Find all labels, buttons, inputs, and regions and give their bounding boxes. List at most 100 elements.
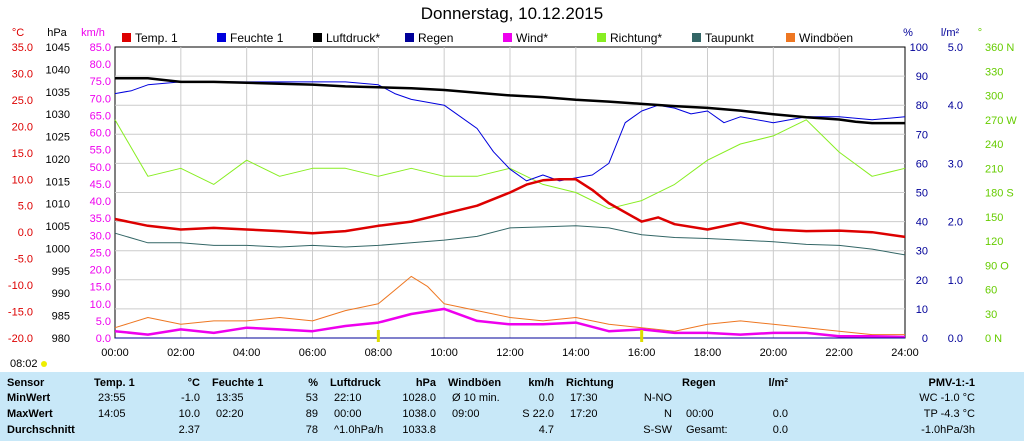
table-cell-time: 17:20 <box>570 408 598 420</box>
temp-tick-label: 25.0 <box>12 95 33 107</box>
table-cell-time: 17:30 <box>570 392 598 404</box>
table-cell-value: 78 <box>305 424 318 436</box>
legend-swatch <box>786 33 795 43</box>
table-group-unit: l/m² <box>768 377 788 389</box>
temp-tick-label: -5.0 <box>14 254 33 266</box>
table-cell-value: 53 <box>305 392 318 404</box>
table-cell-value: 89 <box>305 408 318 420</box>
wind-tick-label: 5.0 <box>96 316 111 328</box>
weather-chart: 00:00 02:00 04:00 06:00 08:00 10:00 12:00 14:00… <box>8 27 1017 370</box>
legend-swatch <box>313 33 322 43</box>
table-cell-time: 22:10 <box>334 392 362 404</box>
x-tick-label: 08:00 <box>365 347 393 359</box>
table-cell-value: -1.0 <box>181 392 200 404</box>
x-tick-label: 04:00 <box>233 347 261 359</box>
legend-item: Wind* <box>503 30 548 45</box>
legend-label: Windböen <box>799 30 854 45</box>
pmv-header: PMV-1:-1 <box>928 377 975 389</box>
humidity-tick-label: 50 <box>916 188 928 200</box>
table-cell-value: N <box>664 408 672 420</box>
wind-tick-label: 0.0 <box>96 333 111 345</box>
series-line-wind <box>114 307 906 339</box>
series-line-luftdruck <box>115 77 905 125</box>
series-line-taupunkt <box>114 225 906 256</box>
temp-tick-label: 35.0 <box>12 42 33 54</box>
table-cell-time: 14:05 <box>98 408 126 420</box>
pressure-tick-label: 980 <box>52 333 70 345</box>
table-header-sensor: Sensor <box>7 377 45 389</box>
direction-tick-label: 210 <box>985 163 1003 175</box>
legend-label: Wind* <box>516 30 549 45</box>
table-cell-time: 00:00 <box>334 408 362 420</box>
table-group-name: Richtung <box>566 377 614 389</box>
rain-tick-label: 4.0 <box>948 100 963 112</box>
wind-axis-unit: km/h <box>81 27 105 39</box>
current-time-label: 08:02 <box>10 358 38 370</box>
temp-tick-label: -15.0 <box>8 307 33 319</box>
legend-label: Taupunkt <box>705 30 754 45</box>
humidity-tick-label: 90 <box>916 71 928 83</box>
series-line-windböen <box>114 275 905 336</box>
pressure-tick-label: 1030 <box>46 109 70 121</box>
humidity-tick-label: 60 <box>916 158 928 170</box>
sun-icon <box>41 361 47 367</box>
table-cell-value: 1038.0 <box>402 408 436 420</box>
temp-tick-label: 30.0 <box>12 68 33 80</box>
humidity-tick-label: 100 <box>910 42 928 54</box>
wind-tick-label: 75.0 <box>90 76 111 88</box>
table-cell-value: 0.0 <box>772 408 788 420</box>
legend-item: Regen <box>405 30 453 45</box>
pressure-tick-label: 1025 <box>46 132 70 144</box>
legend-swatch <box>217 33 226 43</box>
table-cell-value: N-NO <box>643 392 672 404</box>
direction-tick-label: 30 <box>985 309 997 321</box>
direction-tick-label: 330 <box>985 66 1003 78</box>
pressure-tick-label: 1010 <box>46 199 70 211</box>
table-cell-value: 0.0 <box>538 392 554 404</box>
legend-label: Feuchte 1 <box>230 30 284 45</box>
pressure-tick-label: 1040 <box>46 64 70 76</box>
table-row-label: MinWert <box>7 392 51 404</box>
temp-axis-unit: °C <box>12 27 24 39</box>
table-group-name: Temp. 1 <box>94 377 135 389</box>
table-cell-value: 2.37 <box>178 424 200 436</box>
direction-tick-label: 360 N <box>985 42 1014 54</box>
table-cell-value: S 22.0 <box>522 408 554 420</box>
direction-tick-label: 0 N <box>985 333 1002 345</box>
direction-axis-unit: ° <box>978 27 982 39</box>
table-cell-value: 0.0 <box>772 424 788 436</box>
table-cell-value: 1033.8 <box>402 424 436 436</box>
table-cell-time: 23:55 <box>98 392 126 404</box>
wind-tick-label: 65.0 <box>90 110 111 122</box>
table-cell-time: ^1.0hPa/h <box>334 424 384 436</box>
pressure-tick-label: 995 <box>52 266 70 278</box>
direction-tick-label: 150 <box>985 212 1003 224</box>
legend-item: Luftdruck* <box>313 30 380 45</box>
table-cell-time: Ø 10 min. <box>452 392 500 404</box>
table-group-name: Luftdruck <box>330 377 381 389</box>
direction-tick-label: 180 S <box>985 188 1014 200</box>
pmv-row: WC -1.0 °C <box>919 392 975 404</box>
summary-table: Sensor MinWert MaxWert Durchschnitt Temp. 1 °… <box>0 372 1024 441</box>
table-row-label: Durchschnitt <box>7 424 75 436</box>
pressure-tick-label: 1015 <box>46 176 70 188</box>
temp-tick-label: 0.0 <box>18 227 33 239</box>
rain-tick-label: 1.0 <box>948 275 963 287</box>
table-group-unit: km/h <box>528 377 554 389</box>
series-line-feuchte-1 <box>114 81 906 182</box>
humidity-tick-label: 80 <box>916 100 928 112</box>
x-tick-label: 20:00 <box>760 347 788 359</box>
table-group-unit: hPa <box>415 377 436 389</box>
table-cell-time: 09:00 <box>452 408 480 420</box>
x-tick-label: 06:00 <box>299 347 327 359</box>
direction-tick-label: 240 <box>985 139 1003 151</box>
rain-tick-label: 0.0 <box>948 333 963 345</box>
direction-tick-label: 270 W <box>985 115 1017 127</box>
x-tick-label: 18:00 <box>694 347 722 359</box>
legend-label: Temp. 1 <box>135 30 178 45</box>
x-tick-label: 02:00 <box>167 347 195 359</box>
wind-tick-label: 55.0 <box>90 145 111 157</box>
temp-tick-label: 15.0 <box>12 148 33 160</box>
pressure-tick-label: 1035 <box>46 87 70 99</box>
pressure-tick-label: 1000 <box>46 243 70 255</box>
